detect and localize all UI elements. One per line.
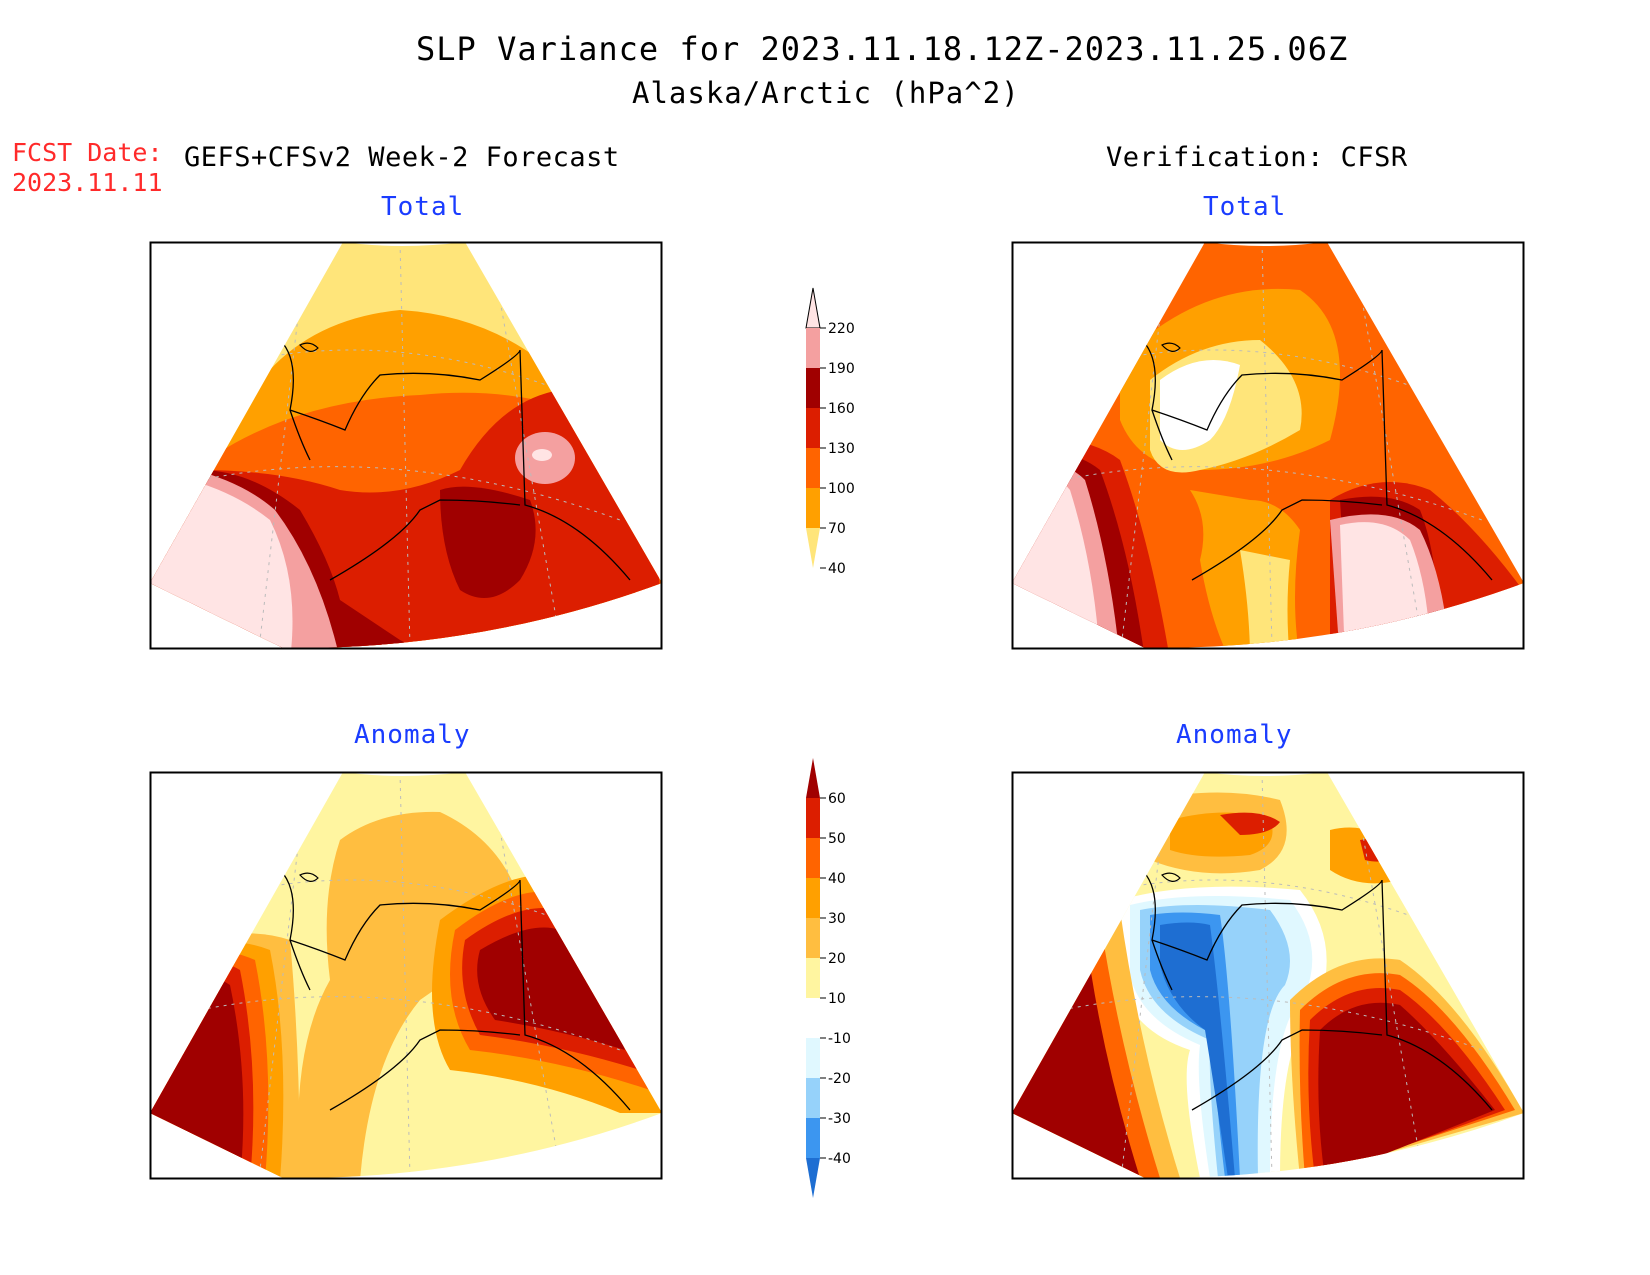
fcst-date-label: FCST Date:: [12, 138, 163, 167]
colorbar-anomaly-tick-label: 60: [828, 791, 846, 807]
colorbar-anomaly-tick-label: 50: [828, 831, 846, 847]
colorbar-total-tick-label: 130: [828, 441, 855, 457]
colorbar-total-tick-label: 100: [828, 481, 855, 497]
colorbar-anomaly-segment: [806, 838, 820, 878]
colorbar-total-end-top: [805, 287, 821, 329]
colorbar-total-tick-label: 70: [828, 521, 846, 537]
colorbar-total-segment: [806, 448, 820, 488]
chart-title: SLP Variance for 2023.11.18.12Z-2023.11.…: [416, 30, 1349, 68]
colorbar-anomaly-end-bottom: [806, 1158, 820, 1198]
colorbar-anomaly-tick-label: 30: [828, 911, 846, 927]
colorbar-anomaly-segment: [806, 958, 820, 998]
colorbar-total: 220 190 160 130 100 70 40: [805, 287, 855, 577]
colorbar-total-segment: [806, 408, 820, 448]
colorbar-anomaly-end-top: [806, 758, 820, 798]
colorbar-total-segment: [806, 328, 820, 368]
colorbar-total-segment: [806, 488, 820, 528]
panel-title-total-forecast: Total: [381, 192, 465, 222]
colorbar-anomaly-tick-label: -10: [828, 1031, 851, 1047]
colorbar-total-tick-label: 190: [828, 361, 855, 377]
right-column-heading: Verification: CFSR: [1106, 142, 1408, 173]
colorbar-total-tick-label: 220: [828, 321, 855, 337]
colorbar-anomaly-segment: [806, 1038, 820, 1078]
colorbar-anomaly-segment: [806, 1078, 820, 1118]
fcst-date-value: 2023.11.11: [12, 168, 163, 197]
colorbar-anomaly-segment: [806, 918, 820, 958]
colorbar-anomaly: 60 50 40 30 20 10 -10 -20 -30 -40: [806, 758, 851, 1198]
colorbar-anomaly-segment: [806, 998, 820, 1038]
colorbar-total-segment: [806, 368, 820, 408]
colorbar-total-tick-label: 160: [828, 401, 855, 417]
colorbar-anomaly-tick-label: -20: [828, 1071, 851, 1087]
panel-title-anomaly-forecast: Anomaly: [354, 720, 471, 750]
colorbar-anomaly-tick-label: 40: [828, 871, 846, 887]
map-panel-anomaly-forecast: [149, 771, 663, 1180]
colorbar-anomaly-segment: [806, 878, 820, 918]
colorbar-anomaly-tick-label: -30: [828, 1111, 851, 1127]
colorbar-anomaly-tick-label: 10: [828, 991, 846, 1007]
colorbar-anomaly-segment: [806, 1118, 820, 1158]
colorbar-total-end-bottom: [806, 528, 820, 568]
chart-subtitle: Alaska/Arctic (hPa^2): [632, 76, 1020, 110]
map-panel-total-verification: [1011, 241, 1525, 650]
map-panel-total-forecast: [149, 241, 663, 650]
colorbar-anomaly-tick-label: -40: [828, 1151, 851, 1167]
left-column-heading: GEFS+CFSv2 Week-2 Forecast: [184, 142, 620, 173]
panel-title-anomaly-verification: Anomaly: [1176, 720, 1293, 750]
colorbar-total-tick-label: 40: [828, 561, 846, 577]
panel-title-total-verification: Total: [1203, 192, 1287, 222]
map-panel-anomaly-verification: [1011, 771, 1525, 1180]
colorbar-anomaly-tick-label: 20: [828, 951, 846, 967]
colorbar-anomaly-segment: [806, 798, 820, 838]
